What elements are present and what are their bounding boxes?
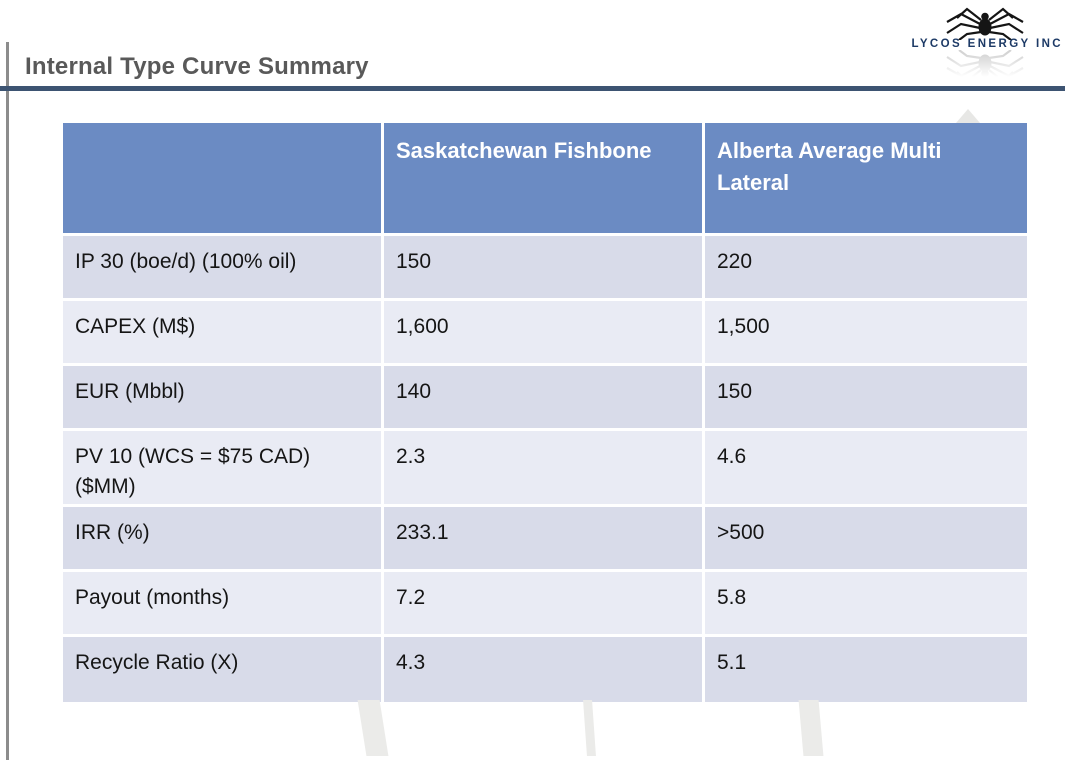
cell-irr-fishbone: 233.1	[384, 507, 702, 569]
company-name: LYCOS ENERGY INC	[911, 38, 1063, 50]
page-title: Internal Type Curve Summary	[25, 53, 369, 80]
company-logo: LYCOS ENERGY INC	[885, 6, 1063, 84]
row-label-eur: EUR (Mbbl)	[63, 366, 381, 428]
table-header-alberta-average-multi-lateral: Alberta Average Multi Lateral	[705, 123, 1027, 233]
spider-icon	[946, 7, 1024, 40]
row-label-pv10: PV 10 (WCS = $75 CAD) ($MM)	[63, 431, 381, 504]
easel-leg-right	[798, 700, 824, 756]
type-curve-table: Saskatchewan Fishbone Alberta Average Mu…	[63, 123, 1027, 702]
cell-eur-fishbone: 140	[384, 366, 702, 428]
spider-reflection-icon	[946, 50, 1024, 83]
cell-eur-alberta: 150	[705, 366, 1027, 428]
cell-recycle-alberta: 5.1	[705, 637, 1027, 702]
easel-top-triangle	[956, 109, 980, 123]
table-header-saskatchewan-fishbone: Saskatchewan Fishbone	[384, 123, 702, 233]
easel-leg-left	[357, 700, 389, 756]
cell-capex-fishbone: 1,600	[384, 301, 702, 363]
easel-leg-middle	[583, 700, 596, 756]
cell-recycle-fishbone: 4.3	[384, 637, 702, 702]
title-underline	[0, 86, 1065, 91]
row-label-capex: CAPEX (M$)	[63, 301, 381, 363]
logo-reflection	[885, 50, 1063, 84]
cell-payout-alberta: 5.8	[705, 572, 1027, 634]
cell-capex-alberta: 1,500	[705, 301, 1027, 363]
row-label-irr: IRR (%)	[63, 507, 381, 569]
cell-ip30-fishbone: 150	[384, 236, 702, 298]
cell-payout-fishbone: 7.2	[384, 572, 702, 634]
cell-ip30-alberta: 220	[705, 236, 1027, 298]
cell-pv10-fishbone: 2.3	[384, 431, 702, 504]
cell-irr-alberta: >500	[705, 507, 1027, 569]
left-accent-bar	[6, 42, 9, 760]
row-label-ip30: IP 30 (boe/d) (100% oil)	[63, 236, 381, 298]
table-header-empty	[63, 123, 381, 233]
cell-pv10-alberta: 4.6	[705, 431, 1027, 504]
row-label-recycle-ratio: Recycle Ratio (X)	[63, 637, 381, 702]
row-label-payout: Payout (months)	[63, 572, 381, 634]
